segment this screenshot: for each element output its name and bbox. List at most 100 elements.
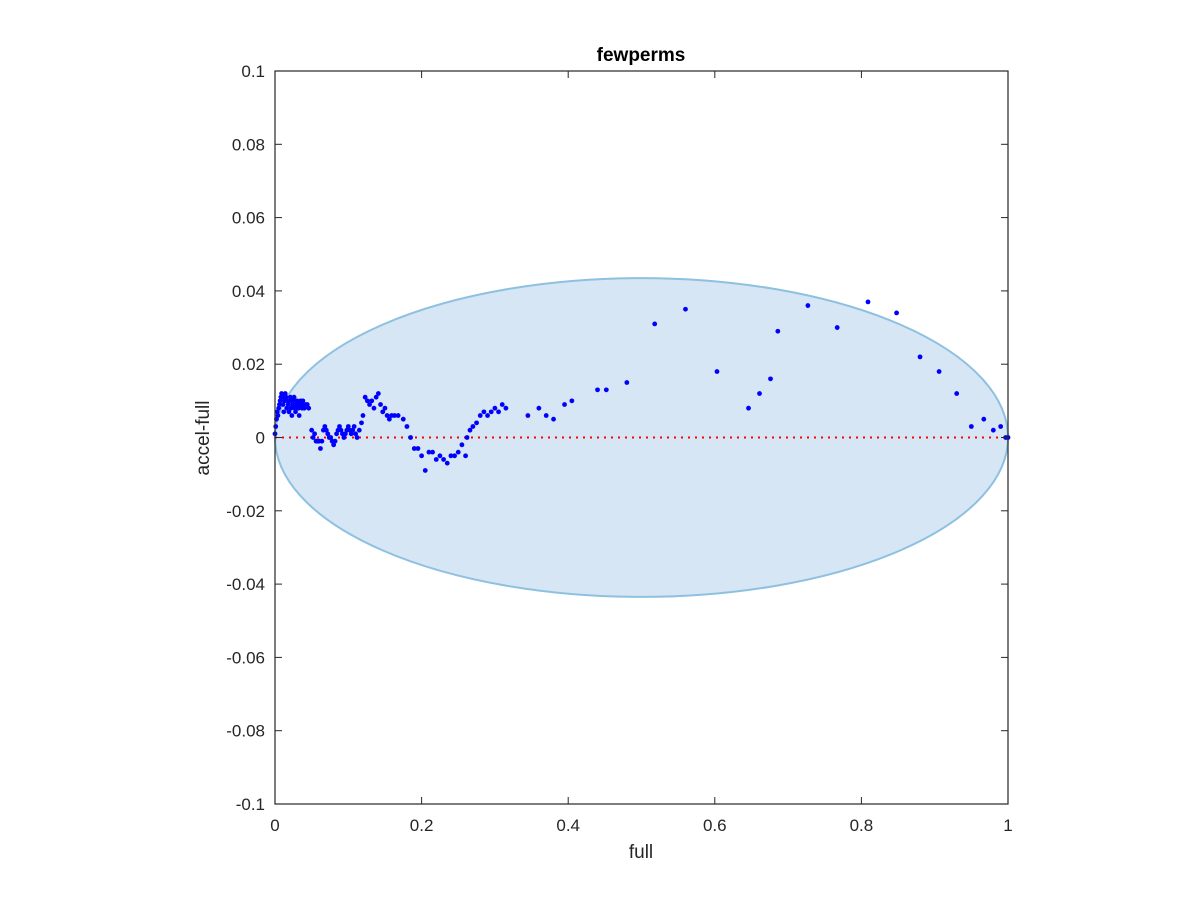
y-tick-label: 0.06 (232, 209, 265, 228)
y-tick-label: -0.04 (226, 575, 265, 594)
x-tick-label: 0.8 (850, 816, 874, 835)
data-point (273, 424, 279, 429)
x-tick-label: 0.2 (410, 816, 434, 835)
data-point (289, 413, 295, 418)
data-point (290, 398, 296, 404)
data-point (319, 438, 325, 444)
data-point (477, 413, 483, 418)
data-point (286, 409, 292, 415)
data-point (341, 435, 347, 440)
y-tick-label: 0 (256, 429, 265, 448)
data-point (283, 394, 289, 400)
data-point (998, 424, 1004, 429)
data-point (865, 299, 871, 305)
y-tick-label: 0.04 (232, 282, 265, 301)
data-point (569, 398, 575, 404)
data-point (380, 409, 386, 415)
data-point (990, 427, 996, 433)
axes: 0 0.2 0.4 0.6 0.8 1 -0.1 -0.08 -0.06 -0.04 -0.02 0 0… (226, 62, 1012, 835)
data-point (746, 405, 751, 411)
data-point (338, 427, 344, 433)
data-point (419, 453, 424, 459)
data-point (323, 427, 329, 433)
y-tick-label: -0.1 (236, 795, 265, 814)
data-point (287, 398, 293, 404)
data-point (300, 398, 306, 404)
data-point (378, 402, 383, 407)
data-point (894, 310, 899, 316)
data-point (392, 413, 397, 418)
data-point (463, 453, 468, 459)
data-point (452, 453, 457, 459)
data-point (525, 413, 531, 418)
plot-area (274, 277, 1009, 598)
data-point (276, 402, 282, 407)
data-point (400, 416, 406, 422)
data-point (805, 303, 811, 308)
data-point (360, 413, 366, 418)
data-point (467, 427, 473, 433)
data-point (287, 394, 293, 400)
y-tick-label: 0.1 (241, 62, 265, 81)
data-point (291, 394, 297, 400)
data-point (342, 431, 348, 437)
y-tick-label: 0.02 (232, 355, 265, 374)
data-point (834, 325, 840, 330)
data-point (325, 431, 331, 437)
data-point (328, 435, 334, 440)
data-point (481, 409, 487, 415)
data-point (470, 424, 476, 429)
data-point (488, 409, 494, 415)
data-point (351, 424, 357, 429)
data-point (306, 405, 312, 411)
data-point (294, 398, 300, 404)
data-point (768, 376, 773, 382)
y-tick-label: 0.08 (232, 135, 265, 154)
data-points (272, 299, 1011, 473)
data-point (485, 413, 490, 418)
data-point (334, 431, 339, 437)
data-point (395, 413, 401, 418)
data-point (285, 402, 291, 407)
data-point (415, 446, 421, 451)
data-point (277, 398, 283, 404)
data-point (464, 435, 470, 440)
data-point (279, 391, 284, 396)
data-point (433, 457, 439, 462)
data-point (595, 387, 600, 393)
data-point (652, 321, 658, 327)
data-point (348, 431, 354, 437)
data-point (281, 409, 287, 415)
data-point (332, 438, 338, 444)
data-point (551, 416, 556, 422)
data-point (422, 468, 428, 473)
data-point (603, 387, 609, 393)
data-point (373, 394, 379, 400)
x-tick-label: 0.4 (556, 816, 580, 835)
data-point (496, 409, 501, 415)
data-point (331, 442, 337, 448)
data-point (356, 427, 362, 433)
x-tick-label: 1 (1003, 816, 1012, 835)
data-point (275, 413, 281, 418)
y-tick-label: -0.02 (226, 502, 265, 521)
data-point (492, 405, 498, 411)
data-point (474, 420, 479, 426)
data-point (279, 394, 285, 400)
x-tick-label: 0.6 (703, 816, 727, 835)
data-point (274, 409, 280, 415)
data-point (345, 424, 351, 429)
data-point (353, 431, 359, 437)
y-tick-label: -0.08 (226, 722, 265, 741)
data-point (310, 435, 316, 440)
y-tick-label: -0.06 (226, 648, 265, 667)
data-point (293, 409, 298, 415)
data-point (757, 391, 762, 396)
data-point (354, 435, 360, 440)
data-point (337, 424, 342, 429)
data-point (359, 420, 364, 426)
data-point (362, 394, 368, 400)
data-point (322, 424, 328, 429)
data-point (367, 402, 372, 407)
